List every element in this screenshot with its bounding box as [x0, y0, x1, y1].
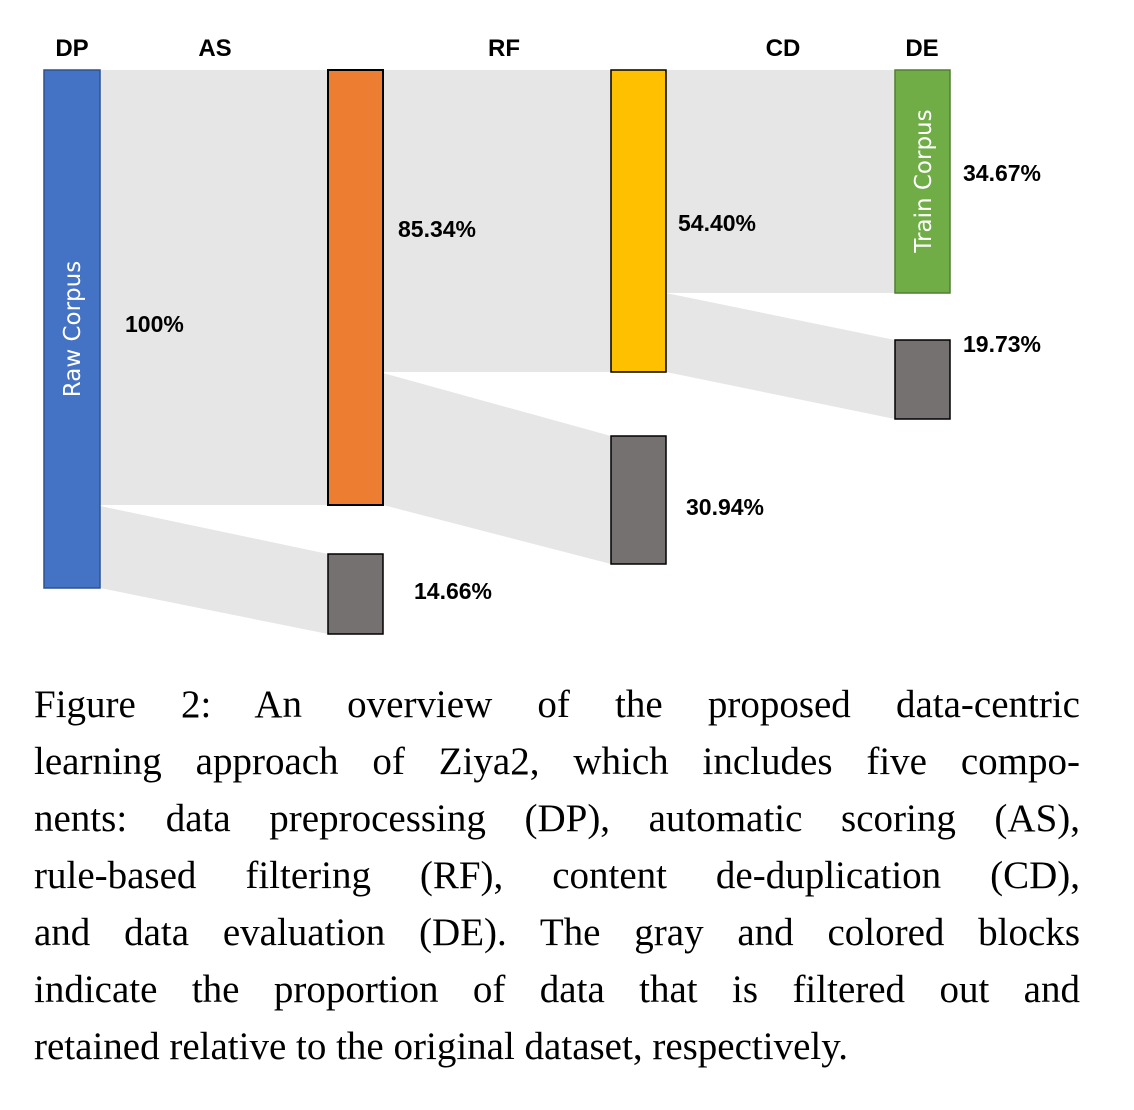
pct-label-rf-retained: 54.40%	[678, 210, 756, 236]
block-rf-retained	[610, 69, 667, 373]
caption-line: rule-based filtering (RF), content de-du…	[34, 854, 1080, 897]
flow-rf-keep-to-train	[666, 70, 895, 293]
flows	[100, 70, 895, 634]
block-as-retained	[327, 69, 384, 506]
block-cd-filtered	[894, 339, 951, 420]
block-raw-corpus	[43, 69, 101, 589]
flow-rf-keep-to-cd-drop	[666, 293, 895, 419]
block-label-raw-corpus: Raw Corpus	[60, 261, 86, 397]
sankey-svg: DP AS RF CD DE Raw Corpus Train Corpus 1…	[43, 35, 1041, 635]
caption-line: and data evaluation (DE). The gray and c…	[34, 911, 1080, 954]
caption-line: learning approach of Ziya2, which includ…	[34, 740, 1080, 783]
block-rf-filtered	[610, 435, 667, 565]
pct-label-rf-filtered: 30.94%	[686, 494, 764, 520]
stage-label-de: DE	[905, 35, 938, 62]
stage-label-rf: RF	[488, 35, 520, 62]
flow-as-keep-to-rf-drop	[383, 373, 611, 564]
caption-line: indicate the proportion of data that is …	[34, 968, 1080, 1011]
flow-as-keep-to-rf-keep	[383, 70, 611, 372]
pct-label-cd-filtered: 19.73%	[963, 331, 1041, 357]
caption-line: retained relative to the original datase…	[34, 1025, 848, 1068]
pct-label-raw: 100%	[125, 311, 184, 337]
flow-raw-to-as-keep	[100, 70, 328, 505]
stage-label-as: AS	[198, 35, 231, 62]
block-as-filtered	[327, 553, 384, 635]
pct-label-as-retained: 85.34%	[398, 216, 476, 242]
block-label-train-corpus: Train Corpus	[911, 109, 937, 253]
figure-caption: Figure 2: An overview of the proposed da…	[34, 676, 1080, 1075]
stage-label-cd: CD	[766, 35, 801, 62]
flow-raw-to-as-drop	[100, 506, 328, 634]
caption-line: nents: data preprocessing (DP), automati…	[34, 797, 1080, 840]
caption-line: Figure 2: An overview of the proposed da…	[34, 683, 1080, 726]
pct-label-as-filtered: 14.66%	[414, 578, 492, 604]
block-train-corpus	[894, 69, 951, 294]
pct-label-train: 34.67%	[963, 160, 1041, 186]
sankey-diagram: DP AS RF CD DE Raw Corpus Train Corpus 1…	[43, 35, 1041, 635]
stage-label-dp: DP	[55, 35, 88, 62]
